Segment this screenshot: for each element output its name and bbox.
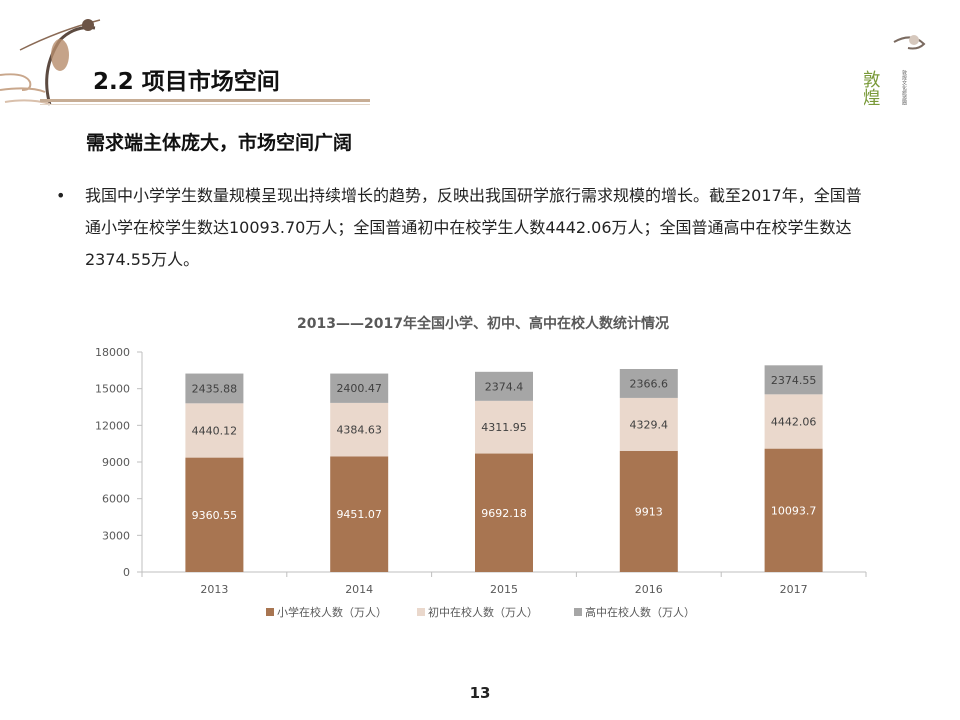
bar-data-label: 4440.12 xyxy=(192,424,238,437)
bar-data-label: 4311.95 xyxy=(481,421,527,434)
x-tick-label: 2017 xyxy=(780,583,808,596)
bar-data-label: 2374.4 xyxy=(485,380,524,393)
y-tick-label: 12000 xyxy=(95,419,130,432)
bar-data-label: 4442.06 xyxy=(771,415,817,428)
chart-axes: 0 3000 6000 9000 12000 15000 18000 2013 2014 2015… xyxy=(95,346,867,596)
logo-subtitle: 敦煌文化旅游圈 xyxy=(901,69,907,106)
bar-data-label: 2374.55 xyxy=(771,374,817,387)
chart-title: 2013——2017年全国小学、初中、高中在校人数统计情况 xyxy=(297,315,669,332)
legend-label: 小学在校人数（万人） xyxy=(277,605,387,619)
bar-segment xyxy=(619,397,678,451)
legend-label: 初中在校人数（万人） xyxy=(428,605,538,619)
stacked-bar-chart: 2013——2017年全国小学、初中、高中在校人数统计情况 0 3000 6000 9… xyxy=(95,315,867,619)
bar-data-label: 2400.47 xyxy=(336,382,382,395)
x-tick-label: 2015 xyxy=(490,583,518,596)
legend-swatch xyxy=(417,608,425,616)
y-tick-label: 3000 xyxy=(102,529,130,542)
bar-segment xyxy=(475,371,533,401)
x-tick-label: 2013 xyxy=(200,583,228,596)
y-tick-label: 0 xyxy=(123,566,130,579)
bar-data-label: 2435.88 xyxy=(192,382,238,395)
bar-data-label: 10093.7 xyxy=(771,504,817,517)
section-title: 2.2 项目市场空间 xyxy=(93,69,280,95)
bar-segment xyxy=(619,369,678,398)
bullet-paragraph: • 我国中小学学生数量规模呈现出持续增长的趋势，反映出我国研学旅行需求规模的增长… xyxy=(56,180,876,276)
x-tick-label: 2014 xyxy=(345,583,373,596)
legend-swatch xyxy=(266,608,274,616)
chart-legend: 小学在校人数（万人） 初中在校人数（万人） 高中在校人数（万人） xyxy=(266,605,695,619)
bar-segment xyxy=(185,457,244,572)
logo-title: 敦煌 xyxy=(864,70,881,106)
bar-data-label: 9451.07 xyxy=(336,508,382,521)
y-tick-label: 9000 xyxy=(102,456,130,469)
bar-data-label: 4329.4 xyxy=(630,418,669,431)
bar-segment xyxy=(330,456,389,572)
decorative-ornament xyxy=(0,19,101,106)
bar-data-label: 4384.63 xyxy=(336,424,382,437)
chart-bars: 9360.55 4440.12 2435.88 9451.07 4384.63 2400.… xyxy=(185,365,823,572)
dunhuang-logo: 敦煌 敦煌文化旅游圈 xyxy=(864,35,926,106)
bar-data-label: 9913 xyxy=(635,505,663,518)
page-number: 13 xyxy=(469,684,491,702)
x-tick-label: 2016 xyxy=(635,583,663,596)
bar-segment xyxy=(185,403,244,458)
bullet-text: 我国中小学学生数量规模呈现出持续增长的趋势，反映出我国研学旅行需求规模的增长。截… xyxy=(85,186,862,269)
y-tick-label: 15000 xyxy=(95,383,130,396)
legend-swatch xyxy=(574,608,582,616)
bar-data-label: 9360.55 xyxy=(192,509,238,522)
page-subtitle: 需求端主体庞大，市场空间广阔 xyxy=(86,132,353,154)
y-tick-label: 18000 xyxy=(95,346,130,359)
legend-label: 高中在校人数（万人） xyxy=(585,605,695,619)
bullet-dot: • xyxy=(56,186,66,205)
bar-segment xyxy=(764,394,823,449)
bar-segment xyxy=(185,373,244,404)
bar-segment xyxy=(764,448,823,572)
title-rule-thin xyxy=(40,104,370,105)
bar-segment xyxy=(475,400,533,454)
bar-segment xyxy=(330,402,389,457)
y-tick-label: 6000 xyxy=(102,493,130,506)
bar-segment xyxy=(330,373,389,403)
bar-data-label: 9692.18 xyxy=(481,507,527,520)
bar-segment xyxy=(764,365,823,395)
bar-data-label: 2366.6 xyxy=(630,377,669,390)
bar-segment xyxy=(475,453,533,572)
title-rule xyxy=(40,99,370,102)
bar-segment xyxy=(619,450,678,572)
